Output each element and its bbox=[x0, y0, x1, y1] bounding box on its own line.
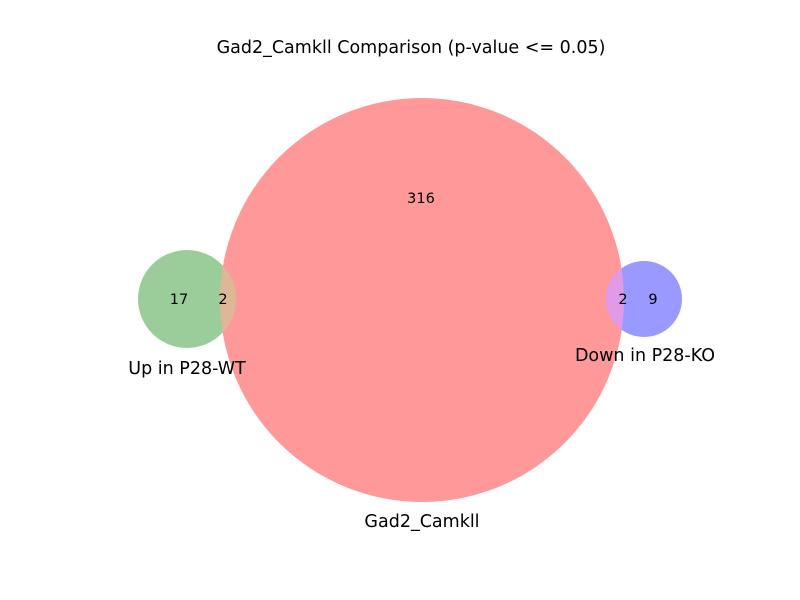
set-circle-down-in-p28-ko bbox=[606, 261, 682, 337]
count-main-and-down-ko: 2 bbox=[618, 292, 627, 308]
count-down-ko-only: 9 bbox=[648, 292, 657, 308]
count-main-only: 316 bbox=[407, 191, 435, 207]
count-up-wt-and-main: 2 bbox=[218, 292, 227, 308]
count-up-wt-only: 17 bbox=[170, 292, 188, 308]
set-label-gad2-camkll: Gad2_Camkll bbox=[364, 512, 479, 532]
set-label-down-in-p28-ko: Down in P28-KO bbox=[575, 346, 715, 366]
set-circle-gad2-camkll bbox=[220, 98, 624, 502]
set-label-up-in-p28-wt: Up in P28-WT bbox=[128, 359, 246, 379]
chart-title: Gad2_Camkll Comparison (p-value <= 0.05) bbox=[217, 38, 606, 58]
set-circle-up-in-p28-wt bbox=[138, 250, 236, 348]
